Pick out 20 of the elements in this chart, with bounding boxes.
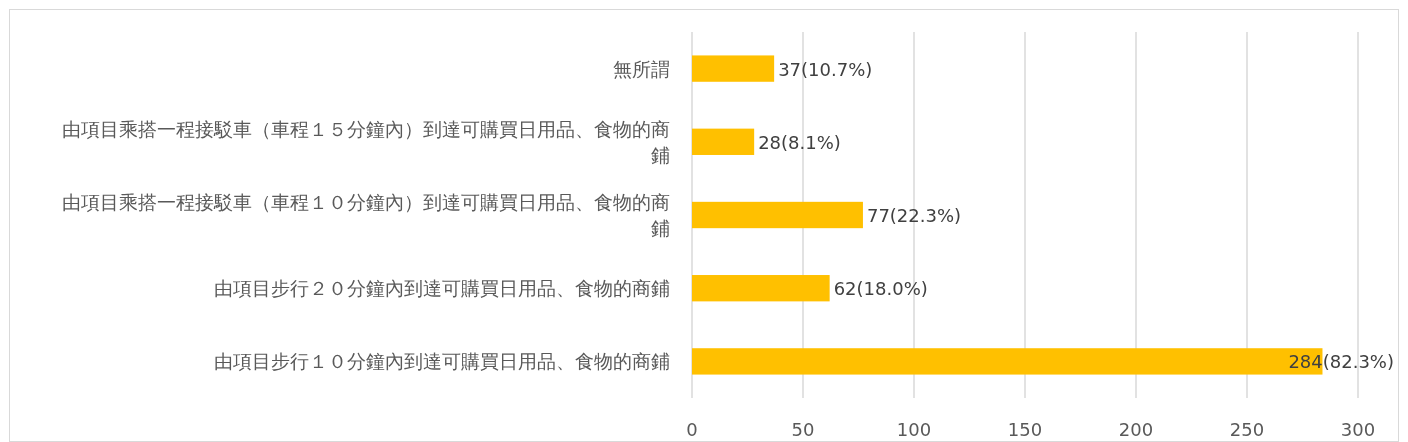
x-tick-label: 200 xyxy=(1118,419,1154,440)
y-tick-label: 無所謂 xyxy=(613,57,670,80)
x-tick-label: 250 xyxy=(1229,419,1265,440)
x-tick-label: 0 xyxy=(686,419,698,440)
bar xyxy=(692,201,863,229)
data-label: 28(8.1%) xyxy=(758,131,841,153)
bar xyxy=(692,128,755,155)
x-tick-label: 150 xyxy=(1007,419,1043,440)
bar xyxy=(692,55,775,82)
y-tick-label: 由項目乘搭一程接駁車（車程１５分鐘內）到達可購買日用品、食物的商鋪 xyxy=(62,117,670,166)
data-label: 37(10.7%) xyxy=(778,58,873,80)
y-tick-label: 由項目乘搭一程接駁車（車程１０分鐘內）到達可購買日用品、食物的商鋪 xyxy=(62,191,670,239)
data-label: 77(22.3%) xyxy=(866,205,962,226)
y-tick-label: 由項目步行２０分鐘內到達可購買日用品、食物的商鋪 xyxy=(214,277,670,300)
x-tick-label: 100 xyxy=(896,419,932,440)
data-label: 62(18.0%) xyxy=(833,278,928,300)
y-tick-label: 由項目步行１０分鐘內到達可購買日用品、食物的商鋪 xyxy=(214,350,670,373)
x-tick-label: 300 xyxy=(1340,419,1376,440)
bar xyxy=(692,275,830,302)
x-tick-label: 50 xyxy=(791,419,815,440)
